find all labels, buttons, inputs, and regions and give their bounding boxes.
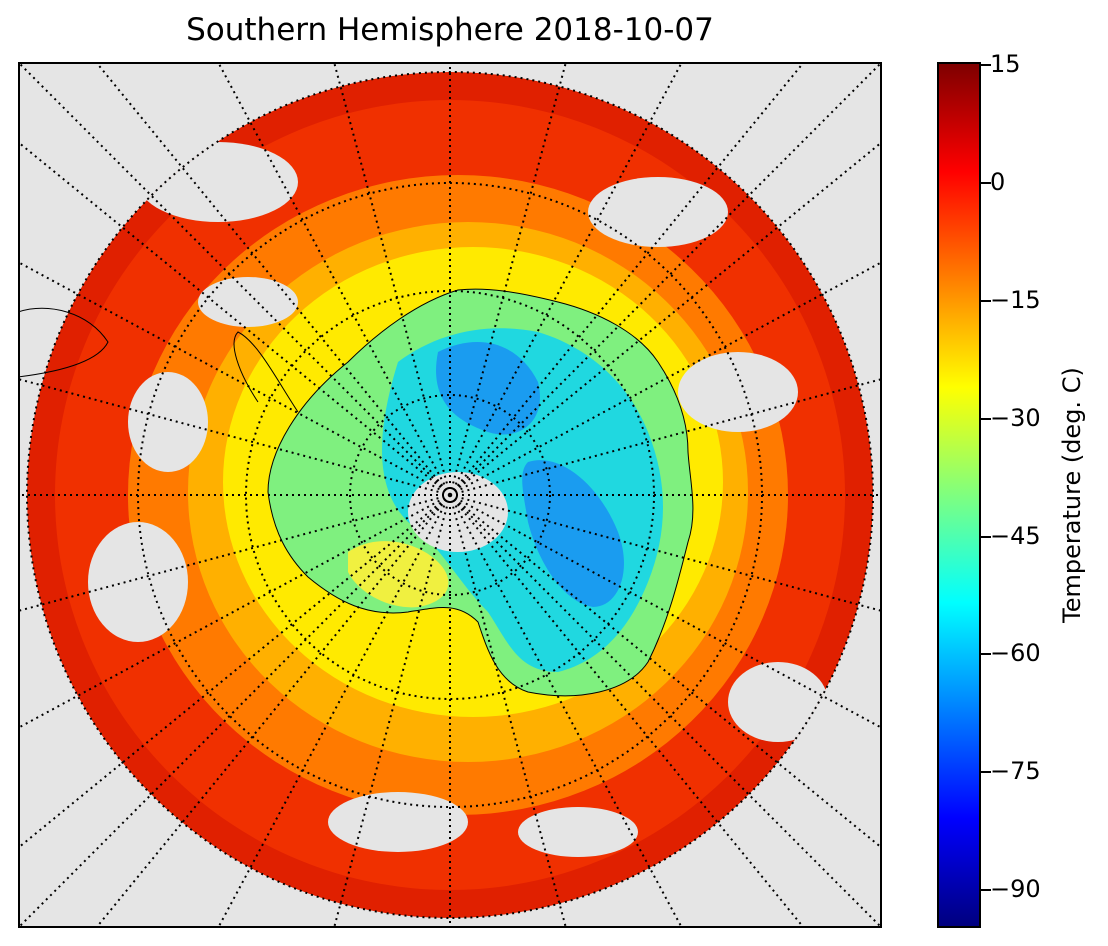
temperature-field	[27, 72, 873, 918]
colorbar	[937, 62, 981, 928]
colorbar-tick-label: −45	[990, 522, 1041, 550]
colorbar-tick	[981, 64, 991, 66]
colorbar-tick-label: 15	[990, 50, 1021, 78]
colorbar-tick	[981, 418, 991, 420]
colorbar-tick	[981, 300, 991, 302]
colorbar-tick-label: −15	[990, 286, 1041, 314]
antarctica-coastline	[267, 288, 694, 697]
colorbar-tick	[981, 889, 991, 891]
colorbar-tick-label: −30	[990, 404, 1041, 432]
colorbar-label: Temperature (deg. C)	[1058, 367, 1086, 623]
peninsula-coastline	[233, 331, 299, 413]
map-plot-area	[18, 62, 882, 928]
colorbar-tick-label: 0	[990, 168, 1006, 196]
colorbar-tick-label: −60	[990, 639, 1041, 667]
colorbar-tick-label: −90	[990, 875, 1041, 903]
graticule	[18, 62, 882, 928]
colorbar-tick	[981, 182, 991, 184]
colorbar-tick-label: −75	[990, 757, 1041, 785]
south-america-coastline	[18, 307, 109, 378]
colorbar-tick	[981, 536, 991, 538]
map-title: Southern Hemisphere 2018-10-07	[186, 12, 714, 48]
colorbar-tick	[981, 771, 991, 773]
colorbar-tick	[981, 653, 991, 655]
map-frame-border	[18, 62, 882, 928]
